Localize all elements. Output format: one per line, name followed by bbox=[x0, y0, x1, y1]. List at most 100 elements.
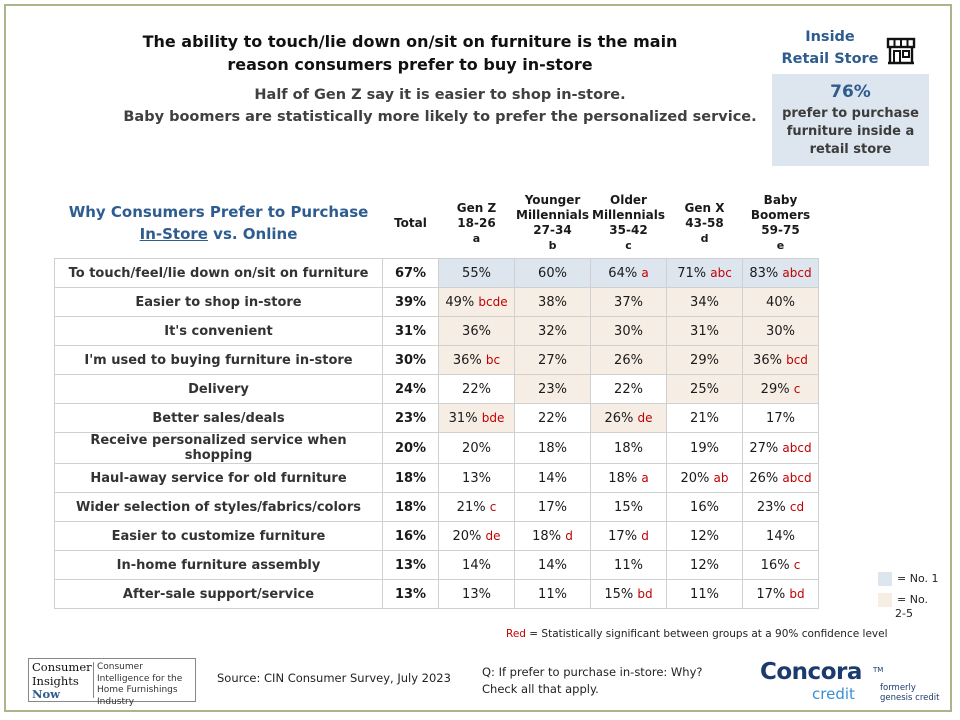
column-header-total: Total bbox=[382, 188, 439, 259]
group-cell: 32% bbox=[514, 316, 591, 346]
significance-letters: c bbox=[793, 557, 801, 572]
in-store-stat-value: 76% bbox=[830, 82, 871, 102]
table-row: Haul-away service for old furniture 18% 13… bbox=[54, 463, 819, 493]
group-cell: 18% bbox=[590, 432, 667, 464]
cell-value: 13% bbox=[462, 586, 491, 602]
cell-value: 60% bbox=[538, 265, 567, 281]
column-header-group-4: Gen X 43-58 d bbox=[666, 188, 743, 259]
total-cell: 23% bbox=[382, 403, 439, 433]
legend-no1-label: = No. 1 bbox=[897, 572, 939, 585]
row-label: After-sale support/service bbox=[54, 579, 383, 609]
group-cell: 27% bbox=[514, 345, 591, 375]
cell-value: 83% bbox=[749, 265, 779, 281]
column-header-line2: Millennials bbox=[592, 208, 665, 222]
cell-value: 18% bbox=[608, 470, 638, 486]
significance-letters: de bbox=[485, 528, 501, 543]
significance-letters: bc bbox=[485, 352, 501, 367]
cell-value: 22% bbox=[462, 381, 491, 397]
group-cell: 15% bd bbox=[590, 579, 667, 609]
group-cell: 27% abcd bbox=[742, 432, 819, 464]
reasons-table: Why Consumers Prefer to Purchase In-Stor… bbox=[54, 188, 819, 609]
cell-value: 25% bbox=[690, 381, 719, 397]
total-cell: 30% bbox=[382, 345, 439, 375]
significance-letters: de bbox=[637, 410, 653, 425]
concora-credit-logo: Concora TM credit bbox=[760, 659, 883, 705]
table-title: Why Consumers Prefer to Purchase In-Stor… bbox=[54, 188, 383, 259]
cell-value: 14% bbox=[766, 528, 795, 544]
cell-value: 17% bbox=[756, 586, 786, 602]
legend-no25-line-2: 2-5 bbox=[895, 607, 913, 620]
group-cell: 19% bbox=[666, 432, 743, 464]
group-cell: 55% bbox=[438, 258, 515, 288]
table-row: I'm used to buying furniture in-store 30%… bbox=[54, 345, 819, 375]
group-cell: 22% bbox=[438, 374, 515, 404]
column-header-line3: d bbox=[700, 231, 709, 245]
cell-value: 18% bbox=[538, 440, 567, 456]
column-header-group-1: Gen Z 18-26 a bbox=[438, 188, 515, 259]
cell-value: 12% bbox=[690, 528, 719, 544]
concora-trademark: TM bbox=[873, 666, 884, 674]
column-header-line3: a bbox=[472, 231, 481, 245]
cell-value: 15% bbox=[614, 499, 643, 515]
group-cell: 23% cd bbox=[742, 492, 819, 522]
table-title-line-1: Why Consumers Prefer to Purchase bbox=[68, 203, 369, 221]
in-store-stat-box: 76% prefer to purchase furniture inside … bbox=[772, 74, 929, 166]
cin-logo-wordmark: Consumer Insights Now bbox=[32, 660, 92, 702]
significance-letters: bd bbox=[637, 586, 653, 601]
column-header-line3: 35-42 bbox=[609, 223, 648, 237]
cell-value: 27% bbox=[538, 352, 567, 368]
group-cell: 30% bbox=[742, 316, 819, 346]
significance-note-red: Red bbox=[506, 628, 526, 640]
cell-value: 36% bbox=[753, 352, 782, 368]
cell-value: 55% bbox=[462, 265, 491, 281]
column-header-line2: Boomers bbox=[750, 208, 811, 222]
group-cell: 11% bbox=[590, 550, 667, 580]
total-cell: 24% bbox=[382, 374, 439, 404]
group-cell: 22% bbox=[590, 374, 667, 404]
column-header-line1: Older bbox=[610, 193, 647, 207]
cell-value: 26% bbox=[604, 410, 634, 426]
cell-value: 17% bbox=[766, 410, 795, 426]
column-header-line3: 59-75 bbox=[761, 223, 800, 237]
concora-credit-word: credit bbox=[812, 685, 855, 703]
group-cell: 20% de bbox=[438, 521, 515, 551]
table-title-underlined: In-Store bbox=[139, 225, 208, 243]
column-header-line3: 27-34 bbox=[533, 223, 572, 237]
column-header-line1: Gen Z bbox=[456, 200, 497, 215]
cell-value: 20% bbox=[462, 440, 491, 456]
row-label: Haul-away service for old furniture bbox=[54, 463, 383, 493]
cell-value: 14% bbox=[538, 470, 567, 486]
row-label: Wider selection of styles/fabrics/colors bbox=[54, 492, 383, 522]
survey-question-line-1: Q: If prefer to purchase in-store: Why? bbox=[482, 665, 703, 679]
group-cell: 31% bde bbox=[438, 403, 515, 433]
cin-logo-line-3: Now bbox=[32, 687, 61, 701]
inside-retail-label: Inside Retail Store bbox=[770, 26, 890, 70]
group-cell: 37% bbox=[590, 287, 667, 317]
row-label: I'm used to buying furniture in-store bbox=[54, 345, 383, 375]
cell-value: 11% bbox=[690, 586, 719, 602]
group-cell: 21% c bbox=[438, 492, 515, 522]
significance-letters: a bbox=[641, 265, 649, 280]
cin-logo-divider bbox=[93, 662, 94, 698]
group-cell: 15% bbox=[590, 492, 667, 522]
group-cell: 38% bbox=[514, 287, 591, 317]
group-cell: 12% bbox=[666, 521, 743, 551]
total-cell: 67% bbox=[382, 258, 439, 288]
cell-value: 13% bbox=[462, 470, 491, 486]
row-label: In-home furniture assembly bbox=[54, 550, 383, 580]
column-header-line2: Millennials bbox=[516, 208, 589, 222]
significance-letters: bcd bbox=[786, 352, 808, 367]
column-header-line1: Gen X bbox=[684, 200, 725, 215]
group-cell: 29% c bbox=[742, 374, 819, 404]
total-cell: 18% bbox=[382, 463, 439, 493]
cell-value: 21% bbox=[690, 410, 719, 426]
column-header-line4: e bbox=[776, 239, 785, 252]
column-header-line4: b bbox=[548, 239, 557, 252]
significance-letters: c bbox=[793, 381, 801, 396]
cell-value: 26% bbox=[749, 470, 779, 486]
group-cell: 17% bbox=[742, 403, 819, 433]
group-cell: 36% bc bbox=[438, 345, 515, 375]
formerly-line-2: genesis credit bbox=[880, 693, 940, 703]
table-row: To touch/feel/lie down on/sit on furnitu… bbox=[54, 258, 819, 288]
group-cell: 25% bbox=[666, 374, 743, 404]
